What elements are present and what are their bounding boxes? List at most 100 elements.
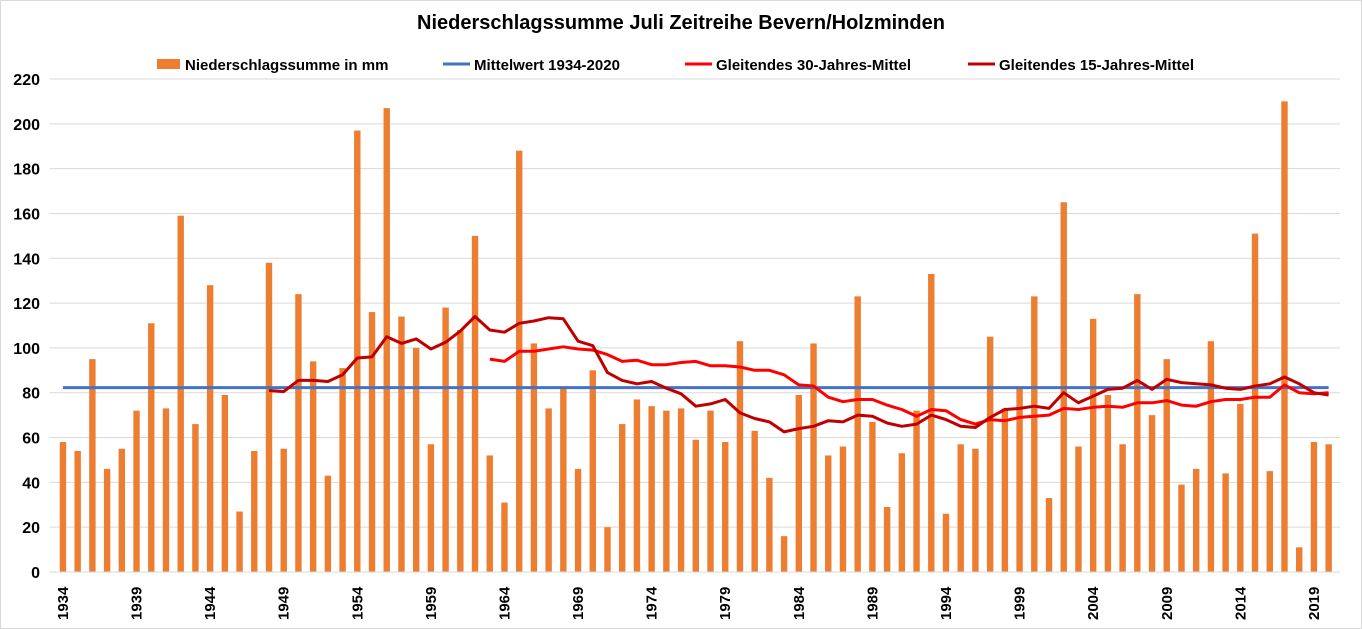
y-tick-label: 200 <box>13 117 40 134</box>
bar-1960 <box>442 307 449 572</box>
bar-1958 <box>412 347 420 572</box>
bar-1985 <box>810 343 817 572</box>
bar-1986 <box>825 455 832 572</box>
moving-average-15-line <box>268 315 1329 434</box>
bar-1995 <box>957 444 964 572</box>
bar-1948 <box>265 262 273 572</box>
bar-1979 <box>722 442 729 572</box>
bar-1987 <box>839 446 847 572</box>
bar-2014 <box>1237 403 1244 572</box>
x-tick-label: 1984 <box>791 586 808 620</box>
bar-1983 <box>780 536 788 572</box>
bar-1943 <box>192 424 199 572</box>
bar-1972 <box>619 424 626 572</box>
bar-1938 <box>118 448 126 572</box>
bar-2009 <box>1163 359 1170 572</box>
legend-item: Mittelwert 1934-2020 <box>443 57 620 74</box>
bar-1988 <box>854 296 861 572</box>
moving-average-30-line <box>489 345 1329 426</box>
y-tick-label: 220 <box>13 72 40 89</box>
bar-1953 <box>339 368 346 572</box>
bar-2000 <box>1031 296 1038 572</box>
bar-2020 <box>1325 444 1332 572</box>
bar-2003 <box>1075 446 1082 572</box>
bar-1942 <box>177 215 184 573</box>
y-tick-label: 160 <box>13 206 40 223</box>
y-tick-label: 20 <box>22 520 40 537</box>
x-tick-label: 2009 <box>1159 587 1176 620</box>
legend-label: Gleitendes 30-Jahres-Mittel <box>716 57 911 74</box>
bar-2010 <box>1178 484 1185 572</box>
bar-1973 <box>633 399 641 572</box>
bar-1935 <box>74 450 81 572</box>
bar-2001 <box>1045 498 1053 572</box>
bar-1968 <box>560 388 567 572</box>
y-tick-label: 180 <box>13 162 40 179</box>
y-tick-label: 100 <box>13 341 40 358</box>
x-tick-label: 1959 <box>423 587 440 620</box>
bar-1977 <box>692 439 699 572</box>
x-tick-label: 1989 <box>864 587 881 620</box>
bar-1965 <box>515 150 523 572</box>
x-tick-label: 1999 <box>1012 587 1029 620</box>
legend-label: Mittelwert 1934-2020 <box>474 57 620 74</box>
bar-2007 <box>1134 294 1141 572</box>
y-tick-label: 60 <box>22 431 40 448</box>
legend-swatch-bar <box>157 59 180 69</box>
bar-1971 <box>604 527 611 572</box>
bar-1996 <box>972 448 979 572</box>
bar-1955 <box>368 312 376 572</box>
x-tick-label: 1954 <box>349 586 366 620</box>
bar-1944 <box>206 285 214 572</box>
bar-1974 <box>648 406 655 572</box>
bar-2018 <box>1296 547 1303 572</box>
bar-2004 <box>1089 318 1097 572</box>
legend-label: Gleitendes 15-Jahres-Mittel <box>999 57 1194 74</box>
x-tick-label: 1994 <box>938 586 955 620</box>
bar-2019 <box>1310 442 1318 572</box>
legend-item: Niederschlagssumme in mm <box>157 57 388 74</box>
bar-1957 <box>398 316 405 572</box>
bar-1999 <box>1016 388 1023 572</box>
bar-2015 <box>1251 233 1259 572</box>
bar-1964 <box>501 502 508 572</box>
bar-1963 <box>486 455 493 572</box>
bar-1975 <box>663 410 670 572</box>
x-tick-label: 1969 <box>570 587 587 620</box>
bar-1950 <box>295 294 302 572</box>
bar-2012 <box>1207 341 1215 572</box>
bar-1941 <box>162 408 170 572</box>
bar-1962 <box>471 235 479 572</box>
bar-2011 <box>1192 468 1200 572</box>
bar-1946 <box>236 511 243 572</box>
y-tick-label: 140 <box>13 251 40 268</box>
bar-1934 <box>59 442 67 572</box>
bar-1967 <box>545 408 552 572</box>
x-tick-label: 1974 <box>644 586 661 620</box>
bar-1981 <box>751 430 758 572</box>
bar-2008 <box>1148 415 1156 572</box>
bar-1956 <box>383 108 390 572</box>
x-tick-label: 1949 <box>276 587 293 620</box>
bar-1980 <box>736 341 744 572</box>
x-tick-label: 1979 <box>717 587 734 620</box>
bar-1994 <box>942 513 950 572</box>
x-tick-label: 1939 <box>129 587 146 620</box>
bar-1961 <box>457 329 464 572</box>
x-tick-label: 2014 <box>1232 586 1249 620</box>
bar-1936 <box>89 359 96 572</box>
bar-1966 <box>530 343 538 572</box>
y-tick-label: 120 <box>13 296 40 313</box>
bar-2017 <box>1281 101 1288 572</box>
bar-1970 <box>589 370 596 572</box>
bar-1991 <box>898 453 906 572</box>
bar-1939 <box>133 410 140 572</box>
bar-1945 <box>221 394 229 572</box>
legend-item: Gleitendes 15-Jahres-Mittel <box>968 57 1194 74</box>
bar-1949 <box>280 448 287 572</box>
chart-title: Niederschlagssumme Juli Zeitreihe Bevern… <box>417 12 945 34</box>
bar-1993 <box>928 273 935 572</box>
bar-1997 <box>986 336 994 572</box>
bar-1998 <box>1001 408 1009 572</box>
